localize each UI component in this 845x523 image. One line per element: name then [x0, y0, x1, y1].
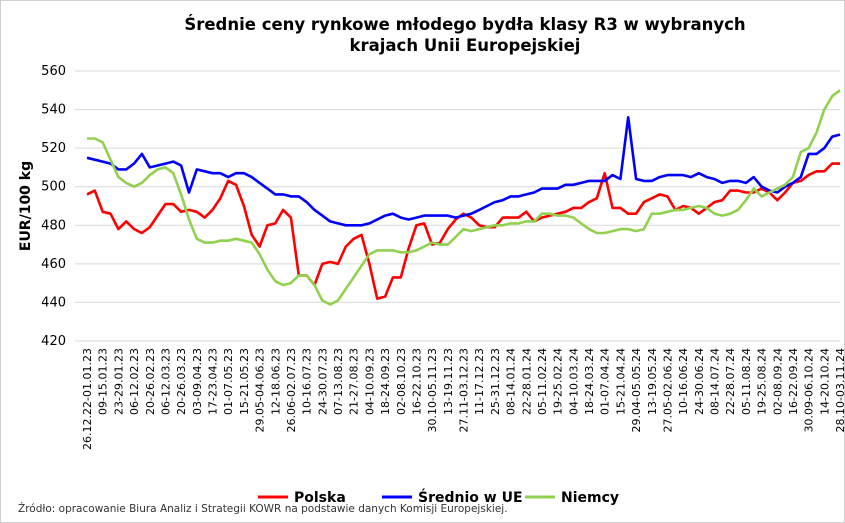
y-tick-label: 500 — [41, 180, 66, 195]
series-line — [86, 162, 840, 300]
x-tick-label: 29.05-04.06.23 — [254, 348, 267, 432]
x-tick-label: 05-11.08.24 — [740, 348, 753, 415]
x-tick-label: 25-31.12.23 — [489, 348, 502, 415]
legend-label: Niemcy — [561, 490, 619, 506]
x-tick-label: 09-15.01.23 — [97, 348, 110, 415]
x-tick-label: 15-21.05.23 — [238, 348, 251, 415]
x-tick-label: 13-19.11.23 — [442, 348, 455, 415]
y-tick-label: 520 — [41, 141, 66, 156]
x-tick-label: 13-19.05.24 — [646, 348, 659, 415]
x-tick-label: 05-11.02.24 — [536, 348, 549, 415]
legend-label: Średnio w UE — [418, 488, 523, 506]
y-tick-label: 560 — [41, 64, 66, 79]
x-tick-label: 02-08.10.23 — [395, 348, 408, 415]
x-tick-label: 29.04-05.05.24 — [630, 348, 643, 432]
x-tick-label: 24-30.06.24 — [693, 348, 706, 415]
x-tick-label: 01-07.04.24 — [599, 348, 612, 415]
x-tick-label: 01-07.05.23 — [222, 348, 235, 415]
x-tick-label: 18-24.03.24 — [583, 348, 596, 415]
x-tick-label: 27.11-03.12.23 — [458, 348, 471, 432]
x-tick-label: 10-16.07.23 — [301, 348, 314, 415]
series-line — [87, 89, 841, 306]
x-tick-label: 21-27.08.23 — [348, 348, 361, 415]
series-line — [86, 116, 841, 227]
x-tick-label: 26.06-02.07.23 — [285, 348, 298, 432]
x-tick-label: 27.05-02.06.24 — [661, 348, 674, 432]
x-tick-label: 18-24.09.23 — [379, 348, 392, 415]
x-tick-label: 28.10-03.11.24 — [834, 348, 845, 432]
y-axis-title: EUR/100 kg — [18, 161, 34, 251]
source-note: Źródło: opracowanie Biura Analiz i Strat… — [18, 502, 508, 515]
x-tick-label: 22-28.07.24 — [724, 348, 737, 415]
y-tick-label: 420 — [41, 334, 66, 349]
legend-label: Polska — [294, 490, 346, 506]
y-tick-label: 540 — [41, 103, 66, 118]
chart-title: Średnie ceny rynkowe młodego bydła klasy… — [184, 15, 745, 55]
y-tick-label: 480 — [41, 218, 66, 233]
x-tick-label: 22-28.01.24 — [520, 348, 533, 415]
x-tick-label: 02-08.09.24 — [771, 348, 784, 415]
x-tick-label: 07-13.08.23 — [332, 348, 345, 415]
x-tick-label: 16-22.10.23 — [410, 348, 423, 415]
chart-title-text: Średnie ceny rynkowe młodego bydła klasy… — [184, 15, 745, 55]
x-tick-label: 23-29.01.23 — [112, 348, 125, 415]
y-tick-label: 460 — [41, 257, 66, 272]
x-tick-label: 30.10-05.11.23 — [426, 348, 439, 432]
x-tick-label: 08-14.07.24 — [709, 348, 722, 415]
x-tick-label: 06-12.02.23 — [128, 348, 141, 415]
x-tick-label: 26.12.22-01.01.23 — [81, 348, 94, 450]
x-tick-label: 06-12.03.23 — [159, 348, 172, 415]
x-tick-label: 16-22.09.24 — [787, 348, 800, 415]
x-tick-label: 10-16.06.24 — [677, 348, 690, 415]
x-tick-label: 30.09-06.10.24 — [803, 348, 816, 432]
x-tick-label: 11-17.12.23 — [473, 348, 486, 415]
x-tick-label: 08-14.01.24 — [505, 348, 518, 415]
x-tick-label: 19-25.08.24 — [756, 348, 769, 415]
x-tick-label: 24-30.07.23 — [316, 348, 329, 415]
x-tick-label: 04-10.03.24 — [567, 348, 580, 415]
x-tick-label: 20-26.02.23 — [144, 348, 157, 415]
x-tick-label: 12-18.06.23 — [269, 348, 282, 415]
x-tick-label: 03-09.04.23 — [191, 348, 204, 415]
x-tick-label: 14-20.10.24 — [818, 348, 831, 415]
x-tick-label: 17-23.04.23 — [207, 348, 220, 415]
x-tick-label: 04-10.09.23 — [363, 348, 376, 415]
y-tick-label: 440 — [41, 295, 66, 310]
x-tick-label: 15-21.04.24 — [614, 348, 627, 415]
x-tick-label: 20-26.03.23 — [175, 348, 188, 415]
x-tick-label: 19-25.02.24 — [552, 348, 565, 415]
